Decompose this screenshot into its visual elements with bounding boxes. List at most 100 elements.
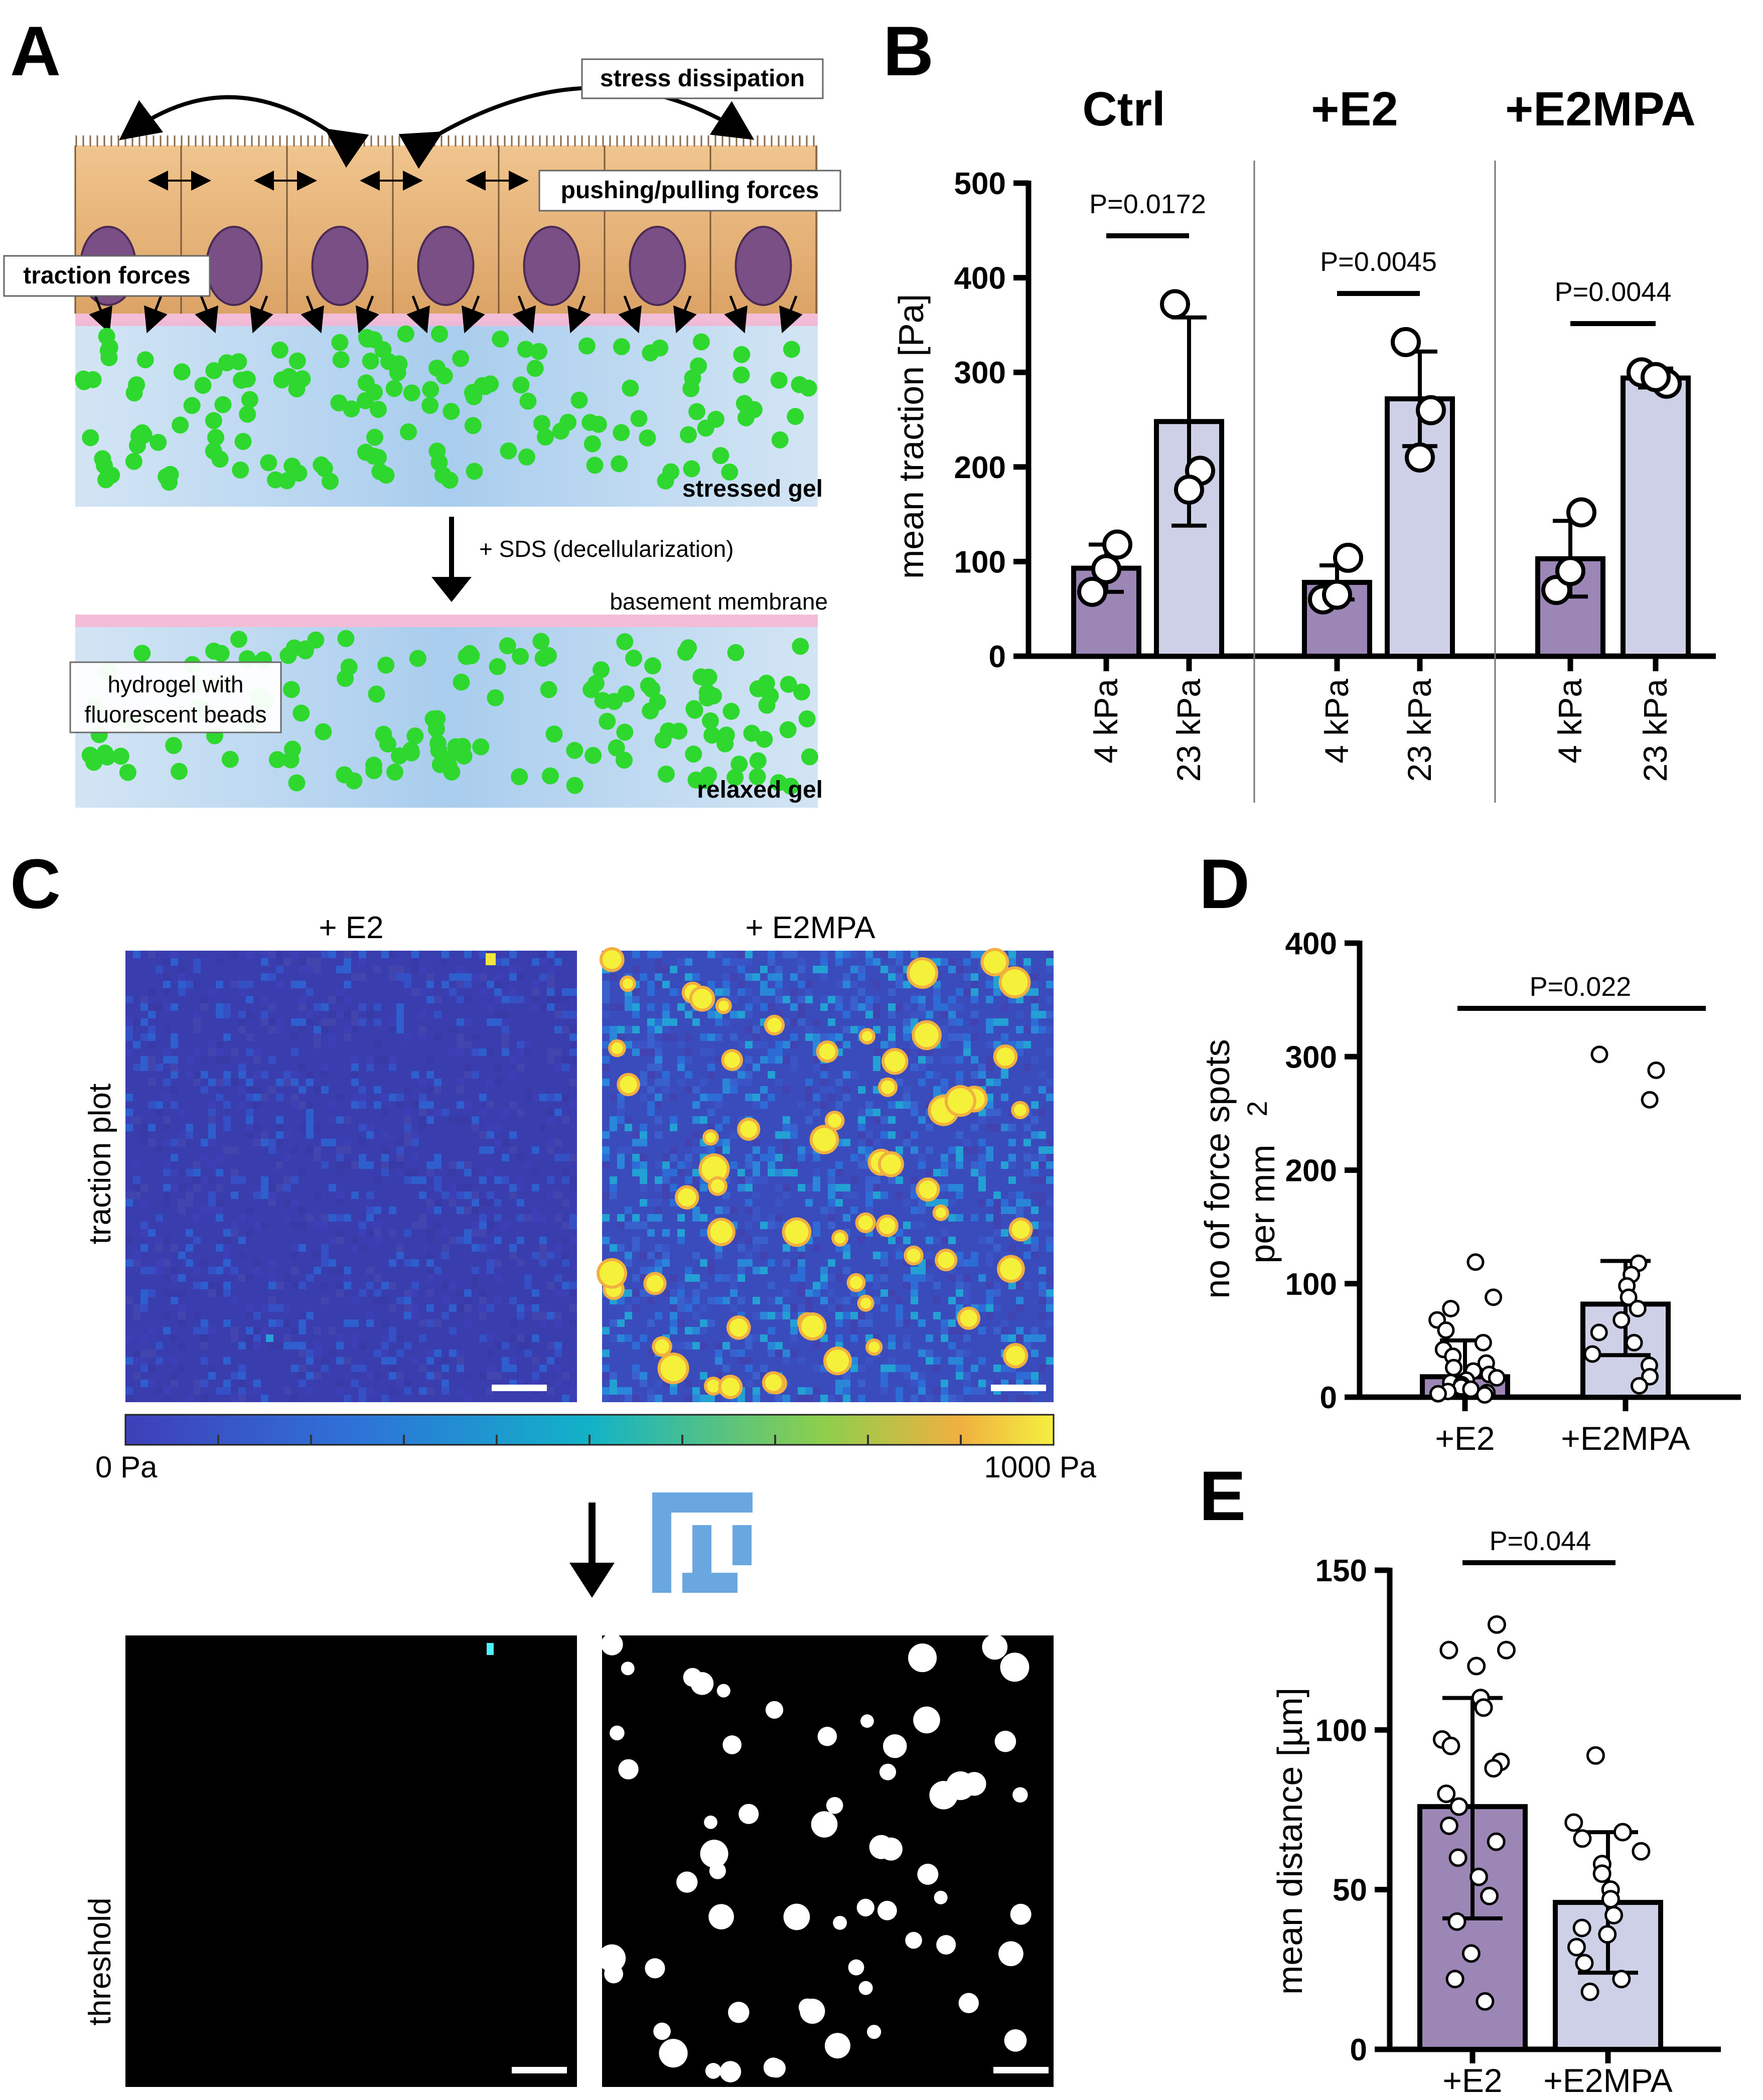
noise-pixel xyxy=(344,958,351,966)
noise-pixel xyxy=(517,1304,524,1312)
noise-pixel xyxy=(268,951,276,958)
noise-pixel xyxy=(125,1026,133,1033)
noise-pixel xyxy=(268,973,276,981)
noise-pixel xyxy=(517,1176,524,1184)
noise-pixel xyxy=(344,1026,351,1033)
threshold-spot xyxy=(879,1763,897,1780)
noise-pixel xyxy=(472,1267,479,1274)
noise-pixel xyxy=(487,1267,494,1274)
noise-pixel xyxy=(532,996,539,1003)
noise-pixel xyxy=(517,1312,524,1319)
noise-pixel xyxy=(148,1011,156,1018)
noise-pixel xyxy=(843,1191,850,1199)
hotspot-core xyxy=(885,1051,906,1072)
noise-pixel xyxy=(933,1365,941,1372)
noise-pixel xyxy=(283,1304,291,1312)
noise-pixel xyxy=(753,1139,760,1146)
noise-pixel xyxy=(231,981,238,988)
noise-pixel xyxy=(125,1124,133,1131)
noise-pixel xyxy=(617,1222,625,1229)
threshold-spot xyxy=(728,2002,750,2023)
hotspot-core xyxy=(983,951,1006,974)
noise-pixel xyxy=(306,1372,314,1380)
noise-pixel xyxy=(647,1101,655,1109)
noise-pixel xyxy=(805,1289,813,1297)
noise-pixel xyxy=(449,973,457,981)
noise-pixel xyxy=(140,1304,148,1312)
noise-pixel xyxy=(306,1011,314,1018)
noise-pixel xyxy=(993,1282,1001,1289)
noise-pixel xyxy=(963,958,971,966)
noise-pixel xyxy=(783,951,790,958)
noise-pixel xyxy=(677,1289,685,1297)
noise-pixel xyxy=(1001,1395,1008,1402)
noise-pixel xyxy=(419,988,426,996)
noise-pixel xyxy=(178,1184,186,1191)
noise-pixel xyxy=(738,1395,745,1402)
noise-pixel xyxy=(647,1018,655,1026)
noise-pixel xyxy=(805,988,813,996)
bead xyxy=(280,368,298,385)
noise-pixel xyxy=(602,1079,610,1086)
noise-pixel xyxy=(321,1003,329,1011)
noise-pixel xyxy=(858,966,865,973)
noise-pixel xyxy=(745,1154,753,1161)
noise-pixel xyxy=(760,1267,768,1274)
noise-pixel xyxy=(238,1380,246,1387)
noise-pixel xyxy=(238,981,246,988)
noise-pixel xyxy=(238,1101,246,1109)
noise-pixel xyxy=(677,1169,685,1176)
noise-pixel xyxy=(692,1018,700,1026)
d-data-point xyxy=(1444,1359,1462,1377)
noise-pixel xyxy=(873,1116,880,1124)
e-y-tick-label: 0 xyxy=(1350,2033,1367,2067)
noise-pixel xyxy=(1023,1372,1031,1380)
noise-pixel xyxy=(216,1011,223,1018)
hotspot-core xyxy=(660,1356,686,1382)
noise-pixel xyxy=(509,1252,517,1259)
noise-pixel xyxy=(625,1041,632,1048)
noise-pixel xyxy=(374,1237,381,1244)
noise-pixel xyxy=(359,1387,366,1395)
noise-pixel xyxy=(677,1304,685,1312)
b-x-tick-label: 4 kPa xyxy=(1551,679,1588,764)
noise-pixel xyxy=(336,1289,344,1297)
noise-pixel xyxy=(963,1349,971,1357)
noise-pixel xyxy=(956,1289,963,1297)
noise-pixel xyxy=(715,1124,722,1131)
noise-pixel xyxy=(918,1048,926,1056)
noise-pixel xyxy=(268,1297,276,1304)
noise-pixel xyxy=(911,1018,918,1026)
noise-pixel xyxy=(464,1169,472,1176)
hotspot-core xyxy=(710,1179,724,1193)
noise-pixel xyxy=(434,1222,442,1229)
noise-pixel xyxy=(359,1222,366,1229)
noise-pixel xyxy=(1001,1124,1008,1131)
noise-pixel xyxy=(625,1387,632,1395)
noise-pixel xyxy=(1008,1282,1016,1289)
noise-pixel xyxy=(632,1026,640,1033)
noise-pixel xyxy=(692,1131,700,1139)
noise-pixel xyxy=(374,1101,381,1109)
noise-pixel xyxy=(926,1395,933,1402)
noise-pixel xyxy=(858,973,865,981)
noise-pixel xyxy=(738,1079,745,1086)
noise-pixel xyxy=(896,1365,903,1372)
noise-pixel xyxy=(389,1357,396,1365)
noise-pixel xyxy=(911,1380,918,1387)
noise-pixel xyxy=(479,1229,487,1237)
noise-pixel xyxy=(768,1222,775,1229)
noise-pixel xyxy=(850,1154,858,1161)
noise-pixel xyxy=(246,1109,253,1116)
noise-pixel xyxy=(276,981,283,988)
noise-pixel xyxy=(745,1011,753,1018)
noise-pixel xyxy=(760,988,768,996)
noise-pixel xyxy=(1001,1207,1008,1214)
noise-pixel xyxy=(487,1334,494,1342)
noise-pixel xyxy=(554,1274,562,1282)
noise-pixel xyxy=(163,1327,171,1334)
noise-pixel xyxy=(813,1184,820,1191)
noise-pixel xyxy=(775,1154,783,1161)
noise-pixel xyxy=(933,1297,941,1304)
noise-pixel xyxy=(941,1387,948,1395)
